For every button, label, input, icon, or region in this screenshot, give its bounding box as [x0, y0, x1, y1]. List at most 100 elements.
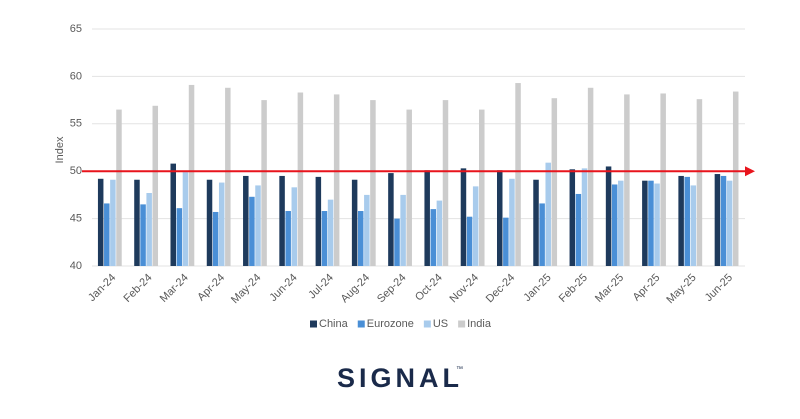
bar	[388, 173, 394, 266]
bar	[261, 100, 267, 266]
bar	[611, 184, 618, 266]
legend-swatch	[423, 320, 431, 328]
bar	[472, 186, 479, 266]
bar	[430, 209, 437, 266]
logo: SIGNAL	[337, 363, 463, 393]
bar	[146, 193, 152, 266]
y-tick-label: 50	[70, 165, 82, 177]
x-tick-label: Jun-25	[703, 272, 735, 304]
x-tick-label: May-24	[229, 272, 263, 306]
x-tick-label: Nov-24	[448, 272, 482, 306]
legend-label: India	[467, 318, 492, 330]
bar	[134, 179, 140, 266]
y-tick-label: 65	[70, 23, 82, 35]
bar	[726, 180, 733, 266]
legend-label: Eurozone	[367, 318, 414, 330]
bar	[370, 100, 376, 266]
bar	[605, 166, 612, 266]
y-tick-label: 40	[70, 260, 82, 272]
bar	[515, 83, 521, 266]
bar	[140, 204, 146, 266]
bar	[243, 175, 249, 266]
bar	[678, 175, 684, 266]
legend-label: US	[433, 318, 448, 330]
x-tick-label: Oct-24	[413, 272, 445, 304]
bar	[466, 216, 473, 266]
bar	[533, 179, 539, 266]
y-axis-title: Index	[54, 136, 66, 163]
legend-swatch	[357, 320, 365, 328]
bar	[732, 91, 739, 267]
legend-swatch	[310, 320, 317, 328]
bar	[351, 179, 358, 266]
x-tick-label: Jul-24	[306, 272, 336, 302]
x-tick-label: Apr-24	[195, 272, 227, 304]
bar	[581, 168, 588, 266]
bar	[255, 185, 261, 266]
bar	[714, 174, 721, 266]
x-tick-label: Feb-25	[557, 272, 590, 305]
legend-label: China	[319, 318, 349, 330]
x-tick-label: Sep-24	[375, 272, 409, 306]
bar	[460, 168, 467, 266]
bar	[660, 93, 666, 267]
x-tick-label: Aug-24	[339, 272, 373, 306]
y-tick-label: 45	[70, 213, 82, 225]
bar	[315, 176, 322, 266]
bar	[327, 199, 334, 266]
bar	[394, 218, 400, 266]
bar	[424, 170, 430, 266]
bar	[357, 211, 364, 266]
bar	[624, 94, 630, 266]
bar	[206, 179, 213, 266]
bar	[618, 180, 624, 266]
bar	[436, 200, 443, 266]
bar	[642, 180, 648, 266]
bar	[696, 99, 703, 266]
x-tick-label: Mar-25	[593, 272, 626, 305]
bar	[110, 179, 116, 266]
bar	[587, 87, 594, 266]
x-tick-label: Jan-24	[86, 272, 118, 304]
x-tick-label: Apr-25	[631, 272, 663, 304]
x-tick-label: May-25	[664, 272, 698, 306]
x-tick-label: Jun-24	[267, 272, 299, 304]
bar	[212, 211, 219, 266]
bar	[104, 203, 110, 266]
bar	[176, 208, 183, 266]
bar	[400, 194, 406, 266]
bar	[690, 185, 697, 266]
bar	[545, 162, 551, 266]
bar	[279, 175, 285, 266]
x-tick-label: Feb-24	[121, 272, 154, 305]
bar	[479, 109, 485, 266]
bar	[442, 100, 449, 266]
bar	[225, 87, 231, 266]
x-tick-label: Dec-24	[484, 272, 518, 306]
bar	[575, 193, 582, 266]
y-tick-label: 60	[70, 70, 82, 82]
bar	[648, 180, 654, 266]
bar	[116, 109, 122, 266]
bar	[152, 105, 159, 267]
bar	[684, 176, 690, 266]
bar	[218, 182, 225, 266]
bar	[364, 194, 370, 266]
x-tick-label: Jan-25	[521, 272, 553, 304]
bar	[182, 172, 189, 266]
y-tick-label: 55	[70, 118, 82, 130]
bar	[509, 178, 515, 266]
bar	[249, 196, 255, 266]
bar	[291, 187, 298, 266]
bar	[333, 94, 340, 266]
legend-swatch	[458, 320, 466, 328]
x-tick-label: Mar-24	[158, 272, 191, 305]
bar	[551, 98, 558, 266]
bar	[720, 175, 727, 266]
bar	[170, 163, 176, 266]
bar	[188, 84, 195, 266]
bar	[285, 211, 291, 266]
reference-arrow	[745, 166, 755, 177]
bar	[297, 92, 304, 267]
bar	[97, 178, 104, 266]
